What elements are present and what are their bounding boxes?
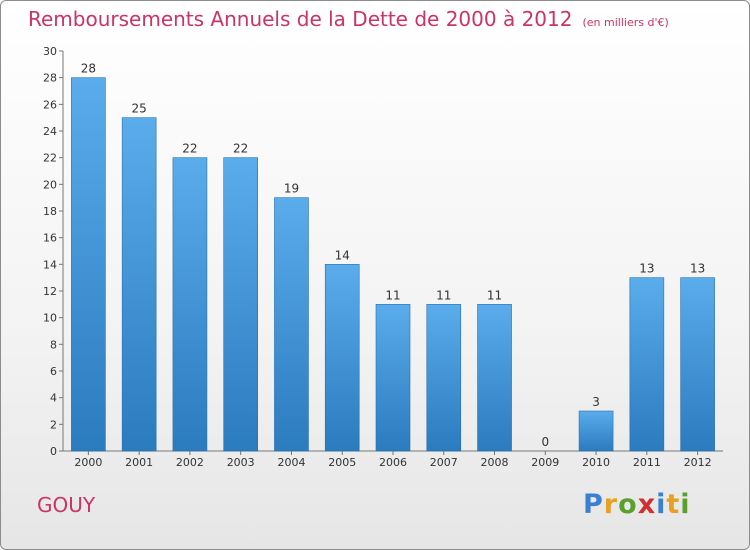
data-label: 22 [182,142,197,156]
data-label: 11 [385,288,400,302]
bar [71,77,106,452]
logo-letter: o [618,489,638,520]
x-tick-label: 2006 [379,456,407,469]
bars [71,77,715,452]
x-tick-label: 2011 [633,456,661,469]
y-tick-label: 10 [43,312,57,325]
logo-letter: i [656,489,667,520]
y-tick-label: 18 [43,205,57,218]
y-tick-label: 24 [43,125,57,138]
logo-letter: x [637,489,657,520]
y-tick-label: 6 [50,365,57,378]
y-tick-label: 8 [50,338,57,351]
x-tick-label: 2009 [531,456,559,469]
data-label: 11 [487,288,502,302]
value-labels: 28 25 22 22 19 14 11 11 11 0 3 13 13 [81,62,706,449]
y-tick-label: 28 [43,72,57,85]
data-label: 13 [639,262,654,276]
bar [223,157,258,452]
chart-subtitle: (en milliers d'€) [582,16,669,29]
bar [121,117,157,452]
y-tick-label: 12 [43,285,57,298]
x-tick-label: 2000 [74,456,102,469]
y-tick-label: 2 [50,418,57,431]
data-label: 14 [335,248,350,262]
chart-title: Remboursements Annuels de la Dette de 20… [28,7,573,31]
y-tick-label: 26 [43,98,57,111]
logo-letter: i [680,489,691,520]
data-label: 11 [436,288,451,302]
bar [629,277,665,452]
data-label: 0 [541,435,549,449]
bar [172,157,208,452]
data-label: 25 [132,102,147,116]
x-tick-label: 2002 [176,456,204,469]
y-tick-label: 22 [43,152,57,165]
commune-name: GOUY [37,493,96,517]
x-tick-label: 2004 [277,456,305,469]
bar [426,304,462,452]
y-tick-label: 30 [43,45,57,58]
logo-letter: r [603,489,619,520]
bar [375,304,411,452]
y-tick-label: 20 [43,178,57,191]
bar [274,197,309,452]
x-tick-label: 2012 [684,456,712,469]
title-line: Remboursements Annuels de la Dette de 20… [28,7,669,31]
x-tick-label: 2001 [125,456,153,469]
bar [578,410,614,452]
x-tick-label: 2005 [328,456,356,469]
y-tick-label: 4 [50,392,57,405]
y-tick-label: 0 [50,445,57,458]
data-label: 13 [690,262,705,276]
proxiti-logo: Proxiti [583,489,691,520]
data-label: 28 [81,62,96,76]
data-label: 3 [592,395,600,409]
x-tick-label: 2003 [227,456,255,469]
data-label: 19 [284,182,299,196]
bar [324,264,360,452]
y-tick-label: 14 [43,258,57,271]
x-tick-label: 2007 [430,456,458,469]
logo-letter: P [583,489,604,520]
logo-letter: t [666,489,681,520]
bar [680,277,715,452]
x-tick-label: 2008 [481,456,509,469]
data-label: 22 [233,142,248,156]
y-tick-label: 16 [43,232,57,245]
bar [477,304,512,452]
x-tick-label: 2010 [582,456,610,469]
